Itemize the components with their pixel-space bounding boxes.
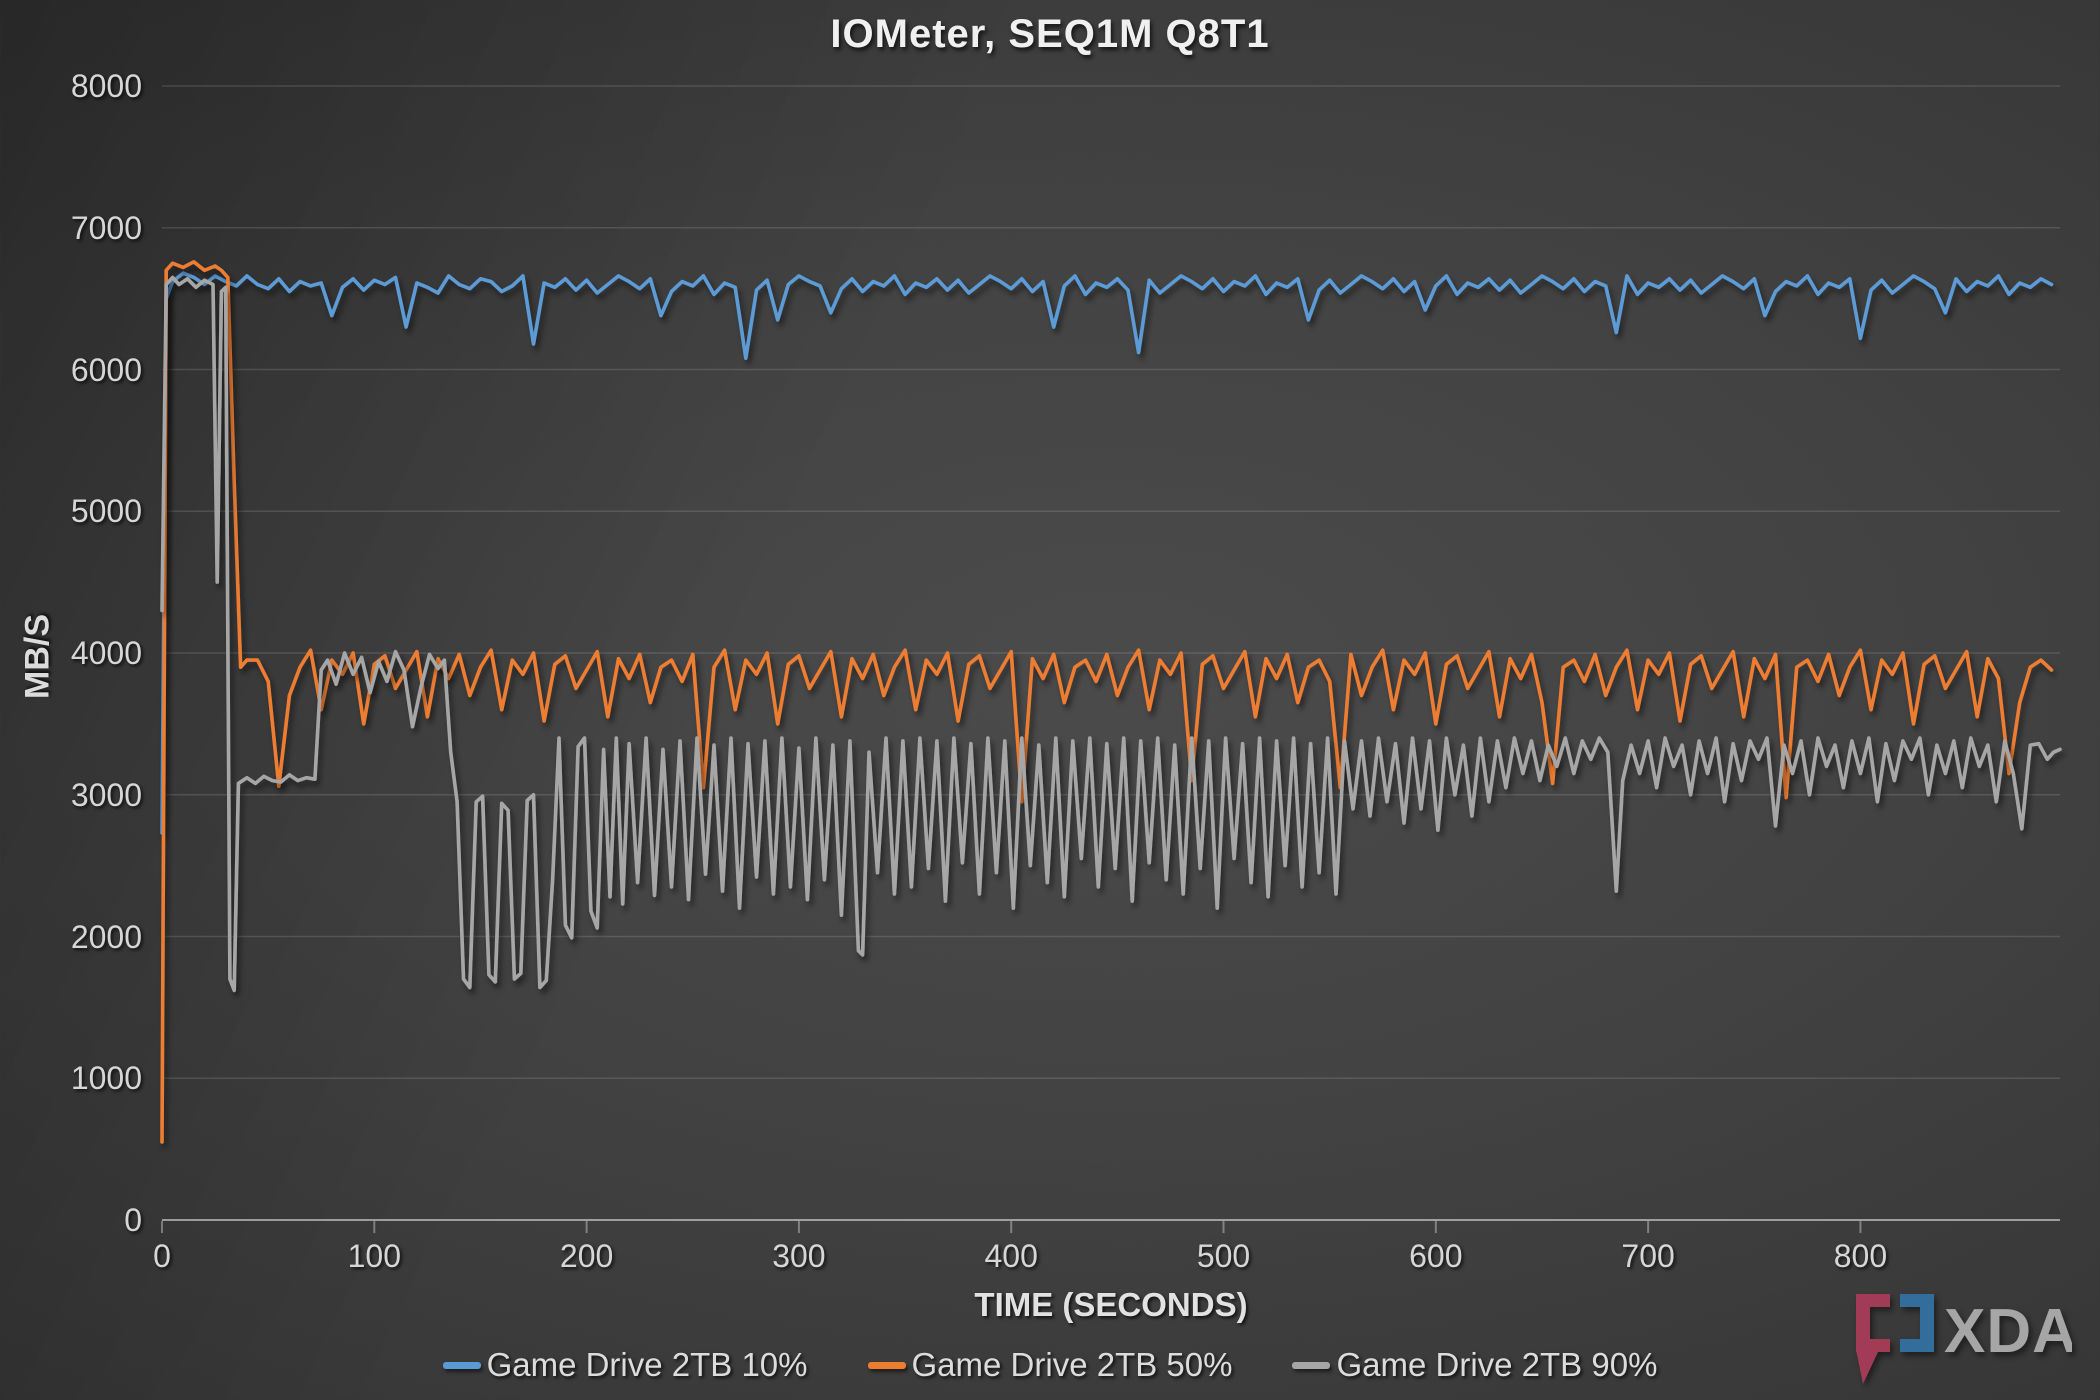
y-tick-label: 8000 [70,68,142,104]
y-tick-label: 7000 [70,209,142,246]
x-tick-label: 700 [1621,1238,1675,1274]
series-line-game-drive-2tb-90- [160,275,2062,993]
x-tick-label: 200 [559,1238,614,1274]
y-tick-label: 5000 [70,493,142,530]
x-tick-label: 0 [153,1238,171,1274]
legend-dash-icon [442,1361,481,1369]
x-axis-tick-marks [161,1221,1862,1233]
chart-title: IOMeter, SEQ1M Q8T1 [830,12,1270,56]
legend-dash-icon [1292,1361,1331,1369]
gridlines [162,85,2060,1221]
x-tick-label: 100 [347,1238,401,1274]
legend-label: Game Drive 2TB 50% [911,1346,1233,1383]
xda-logo-text: XDA [1944,1297,2072,1366]
series-line-game-drive-2tb-10- [160,271,2054,835]
y-axis-title: MB/S [18,614,57,699]
y-tick-label: 2000 [70,918,142,955]
legend: Game Drive 2TB 10% Game Drive 2TB 50% Ga… [0,1346,2100,1384]
legend-dash-icon [867,1361,906,1369]
legend-label: Game Drive 2TB 90% [1336,1346,1658,1383]
legend-label: Game Drive 2TB 10% [486,1346,808,1383]
x-axis-title: TIME (SECONDS) [974,1286,1248,1323]
y-tick-label: 3000 [70,776,142,813]
x-tick-label: 400 [984,1238,1038,1274]
series-line-game-drive-2tb-50- [160,260,2054,1144]
x-tick-label: 500 [1196,1238,1251,1274]
y-tick-label: 4000 [70,635,142,671]
xda-left-bracket-icon [1856,1294,1890,1384]
legend-item-drive-90: Game Drive 2TB 90% [1292,1346,1657,1384]
x-tick-label: 300 [772,1238,826,1274]
series-lines [160,260,2062,1144]
y-tick-label: 6000 [70,351,142,388]
xda-right-bracket-icon [1900,1294,1934,1352]
x-tick-label: 600 [1409,1238,1463,1274]
xda-logo: XDA [1856,1294,2072,1384]
y-tick-label: 0 [124,1202,142,1238]
x-tick-label: 800 [1833,1238,1888,1274]
legend-item-drive-10: Game Drive 2TB 10% [442,1346,808,1384]
legend-item-drive-50: Game Drive 2TB 50% [867,1346,1233,1384]
y-tick-label: 1000 [70,1060,142,1097]
